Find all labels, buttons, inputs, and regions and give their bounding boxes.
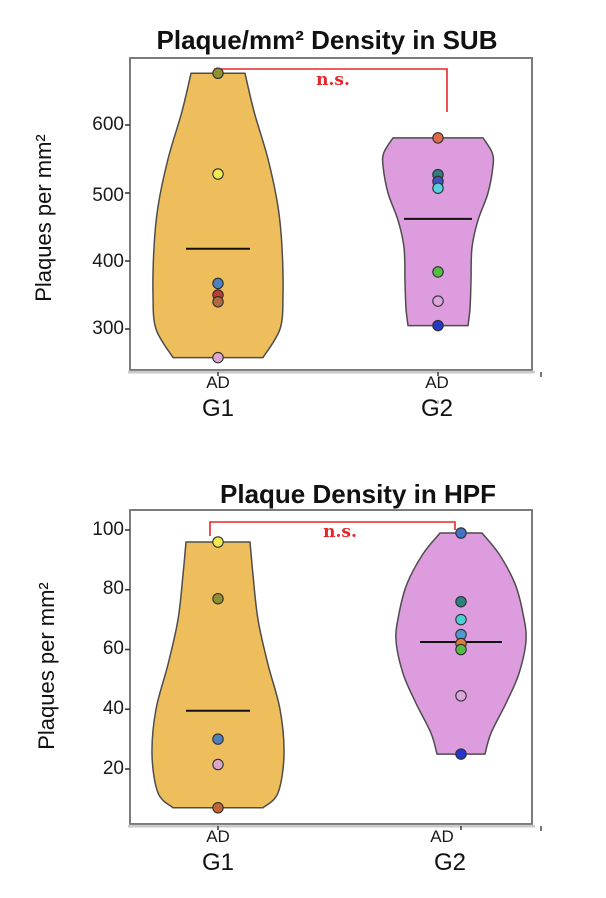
violin-g2 — [381, 137, 495, 327]
chart-title-sub: Plaque/mm² Density in SUB — [156, 25, 498, 55]
data-point — [212, 592, 224, 605]
data-point — [455, 690, 467, 702]
data-point — [212, 351, 224, 364]
y-tick-label-300: 300 — [92, 318, 124, 339]
group-label-g2-sub: G2 — [420, 395, 453, 422]
chart-title-hpf: Plaque Density in HPF — [220, 479, 496, 509]
data-point — [455, 748, 467, 760]
group-label-g1-hpf: G1 — [201, 849, 234, 876]
y-tick-label-500: 500 — [92, 185, 124, 206]
data-point — [212, 758, 224, 771]
y-tick-label-20: 20 — [102, 758, 124, 779]
x-tick-label-ad-g1-sub: AD — [206, 373, 230, 392]
plot-panel-border — [129, 57, 533, 371]
data-point — [455, 527, 467, 539]
data-point — [432, 182, 444, 194]
y-tick-label-600: 600 — [92, 114, 124, 135]
group-label-g2-hpf: G2 — [433, 849, 466, 876]
data-point — [432, 132, 444, 144]
y-tick-label-60: 60 — [102, 638, 124, 659]
data-point — [212, 168, 224, 180]
y-axis-label-sub: Plaques per mm² — [31, 134, 56, 302]
x-tick-label-ad-g2-sub: AD — [425, 373, 449, 392]
significance-label-hpf: n.s. — [323, 522, 357, 542]
violin-g1 — [152, 72, 284, 359]
significance-label-sub: n.s. — [316, 70, 350, 90]
y-tick-label-100: 100 — [92, 519, 124, 540]
data-point — [212, 277, 224, 290]
data-point — [212, 733, 224, 745]
y-tick-label-80: 80 — [102, 578, 124, 599]
data-point — [212, 296, 224, 308]
y-axis-label-hpf: Plaques per mm² — [34, 582, 59, 750]
group-label-g1-sub: G1 — [201, 395, 234, 422]
violin-g1 — [151, 541, 285, 809]
significance-bracket — [209, 521, 456, 536]
data-point — [432, 319, 444, 332]
y-tick-label-400: 400 — [92, 251, 124, 272]
data-point — [212, 67, 224, 80]
data-point — [455, 595, 467, 608]
data-point — [432, 295, 444, 307]
y-tick-label-40: 40 — [102, 698, 124, 719]
data-point — [455, 643, 467, 656]
data-point — [212, 536, 224, 548]
data-point — [432, 266, 444, 278]
plot-panel-border — [129, 509, 533, 825]
x-tick-label-ad-g1-hpf: AD — [206, 827, 230, 846]
x-tick-label-ad-g2-hpf: AD — [430, 827, 454, 846]
data-point — [455, 613, 467, 626]
data-point — [212, 802, 224, 814]
